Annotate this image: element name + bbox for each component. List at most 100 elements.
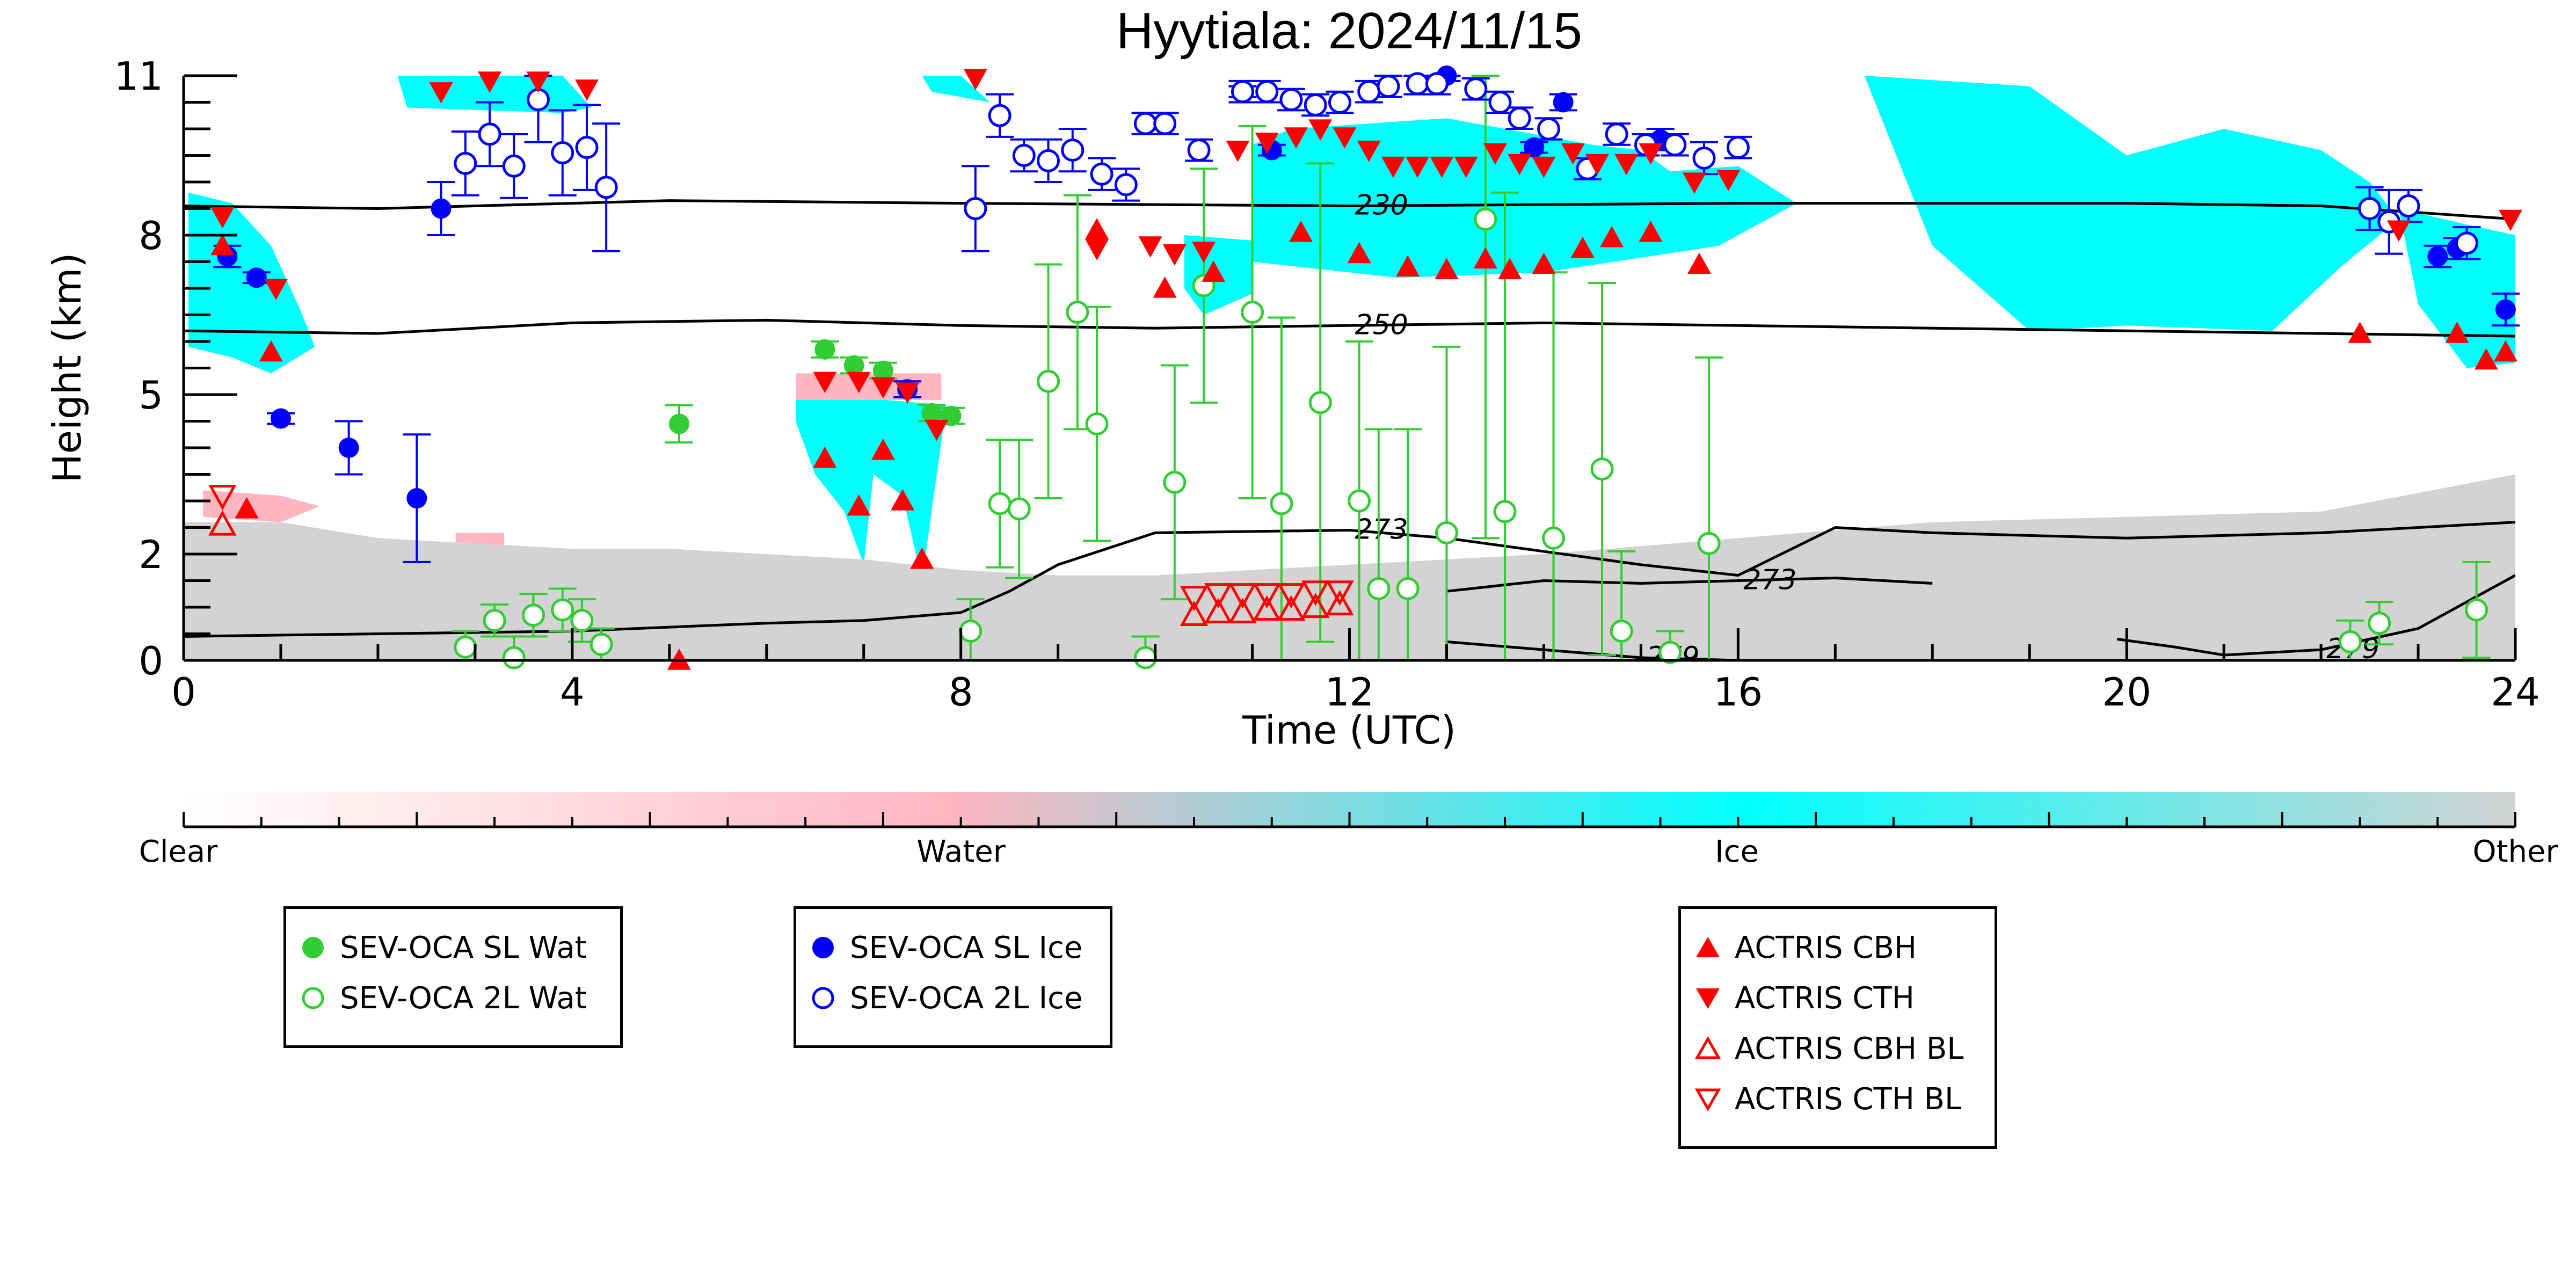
x-tick-label: 8: [949, 670, 973, 715]
contour-label: 230: [1355, 190, 1408, 222]
data-point: [2338, 630, 2362, 653]
data-point: [210, 207, 235, 229]
data-point: [1007, 497, 1031, 521]
y-axis-ticks: 0 2 5 8 11: [114, 54, 237, 683]
data-point: [1537, 117, 1560, 141]
data-point: [264, 279, 288, 300]
colorbar-label-other: Other: [2472, 834, 2558, 869]
data-point: [813, 446, 837, 468]
temperature-contours: 230250273273279279: [184, 190, 2515, 660]
data-point: [925, 419, 949, 441]
x-tick-label: 24: [2491, 670, 2540, 715]
data-point: [1406, 72, 1429, 96]
data-point: [1347, 242, 1371, 264]
data-point: [551, 141, 574, 165]
colorbar-label-clear: Clear: [139, 834, 218, 869]
data-point: [1561, 143, 1585, 165]
data-point: [1474, 207, 1497, 231]
data-point: [1301, 580, 1330, 606]
data-point: [590, 632, 613, 656]
data-point: [2498, 209, 2522, 231]
open-circle-icon: [302, 987, 324, 1009]
data-point: [454, 635, 477, 659]
open-triangle-up-icon: [1694, 1036, 1721, 1059]
data-point: [1532, 156, 1556, 178]
data-point: [1663, 133, 1687, 157]
data-point: [1270, 492, 1293, 515]
data-point: [1308, 391, 1332, 414]
data-point: [814, 339, 835, 360]
region-ice: [796, 392, 947, 581]
data-point: [210, 234, 235, 256]
data-point: [1716, 170, 1741, 192]
legend-label: ACTRIS CBH BL: [1735, 1031, 1964, 1066]
data-point: [1255, 80, 1279, 104]
y-tick-label: 0: [139, 638, 163, 683]
x-axis-label: Time (UTC): [1242, 708, 1456, 753]
data-point: [1532, 252, 1556, 274]
legend-water: SEV-OCA SL Wat SEV-OCA 2L Wat: [283, 906, 623, 1048]
data-point: [483, 609, 506, 632]
data-point: [1012, 144, 1036, 167]
data-point: [1277, 583, 1306, 609]
data-point: [1697, 532, 1721, 555]
data-point: [1153, 276, 1177, 298]
legend-label: SEV-OCA 2L Ice: [850, 980, 1083, 1016]
contour-line: [184, 318, 2515, 338]
data-point: [1464, 77, 1488, 101]
contour-line: [1446, 577, 1933, 593]
data-point: [2495, 299, 2516, 320]
data-point: [1279, 88, 1303, 112]
contour-line: [2116, 574, 2515, 657]
data-point: [1483, 143, 1507, 165]
data-point: [1138, 236, 1162, 258]
data-point: [963, 69, 987, 90]
y-tick-label: 2: [139, 532, 163, 577]
data-point: [2368, 612, 2391, 635]
data-point: [1687, 252, 1711, 274]
data-point: [431, 198, 452, 219]
data-point: [575, 136, 599, 159]
data-point: [1692, 146, 1716, 170]
data-point: [1498, 258, 1522, 279]
filled-circle-icon: [812, 937, 834, 958]
region-other: [184, 474, 2515, 660]
data-point: [526, 71, 550, 93]
filled-triangle-up-icon: [1696, 937, 1720, 957]
data-point: [1304, 93, 1327, 117]
legend-item: SEV-OCA SL Ice: [808, 930, 1082, 965]
data-point: [1348, 489, 1371, 513]
data-point: [1396, 577, 1420, 600]
data-point: [208, 510, 237, 536]
data-point: [1377, 75, 1400, 98]
legend-item: ACTRIS CTH: [1693, 981, 1915, 1016]
data-point: [1153, 112, 1177, 135]
open-triangle-down-icon: [1694, 1088, 1721, 1112]
region-ice: [922, 76, 990, 103]
data-point: [478, 122, 501, 146]
y-tick-label: 8: [139, 213, 163, 258]
data-point: [1180, 586, 1209, 612]
data-point: [1163, 470, 1187, 494]
data-point: [1367, 577, 1391, 600]
data-point: [1430, 156, 1454, 178]
data-point: [1425, 72, 1449, 96]
contour-label: 273: [1743, 564, 1796, 596]
data-point: [2358, 197, 2382, 220]
data-point: [988, 492, 1012, 515]
data-point: [1524, 137, 1545, 158]
data-point: [1553, 92, 1574, 113]
y-axis-label: Height (km): [45, 253, 90, 483]
y-tick-label: 11: [114, 54, 163, 99]
data-point: [1192, 242, 1216, 263]
data-point: [871, 438, 895, 460]
data-point: [406, 488, 427, 509]
region-water: [203, 490, 320, 522]
data-point: [2493, 340, 2517, 362]
classification-layer: [184, 76, 2515, 660]
data-point: [1542, 526, 1566, 550]
legend-item: SEV-OCA 2L Ice: [808, 980, 1083, 1016]
legend-label: SEV-OCA SL Wat: [340, 930, 587, 965]
data-point: [1204, 583, 1233, 609]
